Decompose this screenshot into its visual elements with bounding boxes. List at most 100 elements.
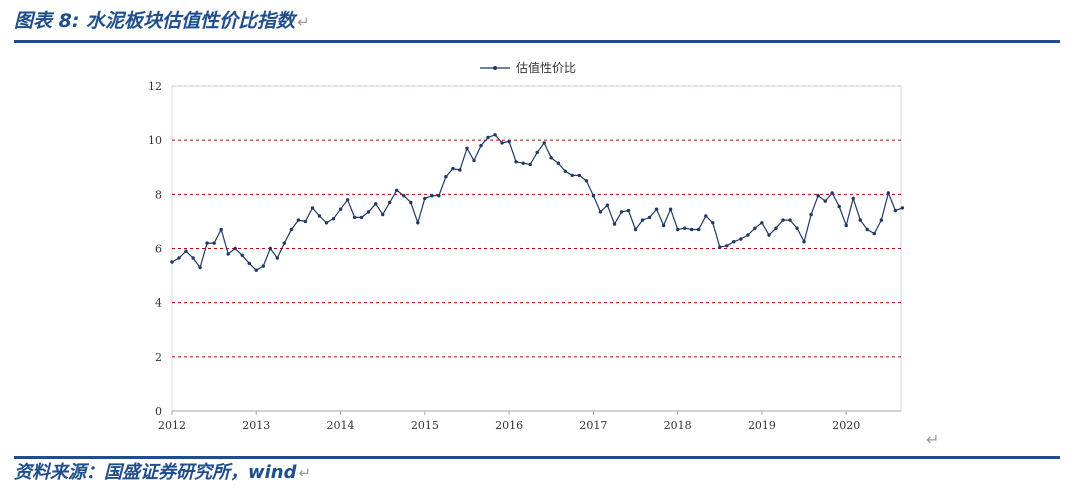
data-point [781, 218, 785, 222]
data-point [416, 221, 420, 225]
data-point [409, 200, 413, 205]
data-point [458, 168, 462, 172]
header-rule [14, 40, 1060, 43]
legend-label: 估值性价比 [516, 60, 576, 75]
x-tick-label: 2016 [495, 419, 523, 432]
data-point [893, 208, 898, 213]
data-point [254, 268, 258, 272]
data-point [282, 241, 287, 245]
line-chart: 0 2 4 6 8 10 12 2012 2013 2014 2015 2016 2017 2018 201… [148, 60, 905, 432]
data-point [507, 139, 511, 144]
data-point [739, 237, 743, 241]
data-point [690, 227, 694, 232]
x-tick-label: 2014 [327, 419, 355, 432]
data-point [444, 175, 448, 179]
return-mark-icon: ↵ [926, 430, 940, 449]
data-point [830, 191, 834, 195]
data-point [184, 249, 188, 253]
data-point [851, 196, 855, 201]
x-tick-label: 2020 [832, 419, 860, 432]
data-point [612, 222, 617, 226]
data-point [577, 173, 581, 178]
data-point [493, 133, 497, 137]
data-point [338, 207, 343, 211]
data-point [676, 227, 680, 232]
data-point [619, 210, 624, 214]
y-tick-label: 4 [155, 297, 162, 310]
data-point [198, 265, 202, 270]
data-point [359, 215, 364, 220]
data-point [374, 202, 378, 206]
data-point [275, 256, 279, 260]
data-point [556, 161, 560, 165]
y-tick-label: 0 [155, 405, 162, 418]
data-point [521, 161, 525, 165]
data-point [177, 256, 181, 260]
data-point [514, 160, 518, 164]
data-point [683, 226, 687, 230]
y-tick-label: 6 [155, 243, 162, 256]
figure-source: 资料来源：国盛证券研究所，wind ↵ [14, 462, 312, 483]
data-point [697, 227, 701, 232]
data-point [598, 210, 603, 214]
data-point [746, 233, 750, 237]
data-point [767, 233, 771, 237]
data-point [324, 221, 329, 225]
data-point [381, 212, 385, 217]
data-point [430, 194, 434, 198]
data-point [345, 198, 350, 202]
data-point [753, 226, 757, 230]
data-point [668, 207, 673, 211]
data-point [858, 218, 862, 222]
data-point [219, 227, 223, 232]
data-point [718, 245, 722, 249]
data-point [661, 223, 666, 228]
data-point [233, 246, 237, 251]
data-point [170, 260, 174, 264]
data-point [900, 206, 905, 210]
data-point [788, 218, 792, 222]
data-point [352, 215, 357, 220]
data-point [395, 188, 399, 192]
data-point [303, 219, 308, 224]
data-point [725, 244, 729, 248]
data-point [823, 199, 827, 203]
y-tick-label: 10 [148, 134, 162, 147]
x-tick-label: 2012 [158, 419, 186, 432]
series-line [171, 134, 903, 271]
x-tick-label: 2013 [242, 419, 270, 432]
data-point [247, 261, 251, 266]
data-point [423, 196, 427, 201]
return-mark-icon: ↵ [297, 13, 310, 31]
data-point [465, 146, 469, 150]
data-point [366, 210, 371, 214]
data-point [479, 143, 483, 148]
data-point [633, 227, 638, 232]
data-point [563, 169, 567, 173]
data-point [191, 256, 195, 260]
data-point [402, 194, 406, 198]
data-point [760, 221, 764, 225]
data-point [528, 162, 532, 167]
data-point [837, 204, 841, 209]
data-point [626, 208, 631, 213]
data-point [570, 173, 574, 178]
data-point [802, 240, 806, 244]
data-point [640, 218, 645, 222]
data-point [486, 135, 490, 140]
x-tick-label: 2015 [411, 419, 439, 432]
x-tick-label: 2018 [664, 419, 692, 432]
data-point [261, 264, 265, 268]
data-point [711, 221, 715, 225]
data-point [549, 156, 553, 160]
footer-rule [14, 456, 1060, 459]
data-point [226, 252, 230, 256]
data-point [240, 253, 244, 257]
data-point [865, 227, 869, 232]
data-point [809, 212, 813, 217]
data-point [647, 215, 652, 220]
data-point [774, 226, 778, 230]
data-point [451, 166, 455, 171]
data-point [591, 194, 596, 198]
data-point [844, 223, 848, 228]
